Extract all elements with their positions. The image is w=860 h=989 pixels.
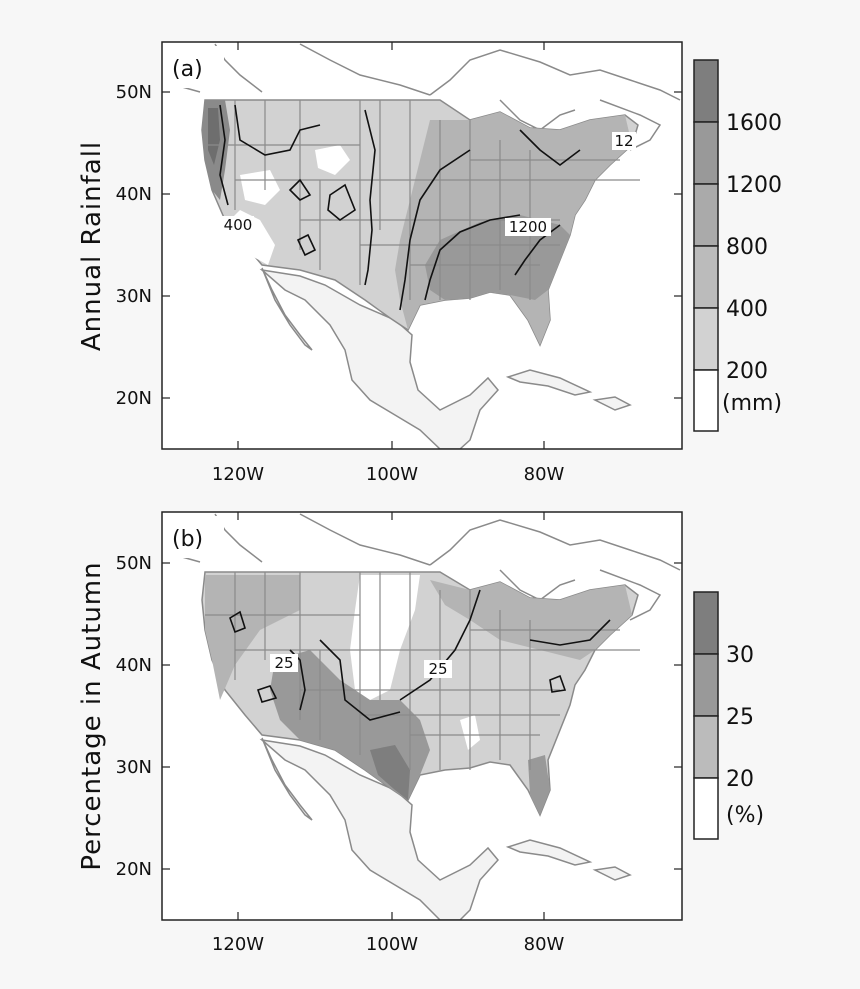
panel-a-lat-50n: 50N <box>116 82 152 103</box>
panel-b-baja <box>261 737 313 821</box>
panel-a-cb-1600: 1600 <box>726 111 782 136</box>
panel-a-dry-wyoming <box>315 145 350 175</box>
panel-b-lon-80w: 80W <box>524 934 565 955</box>
panel-a: Annual Rainfall <box>77 41 782 485</box>
panel-a-lon-100w: 100W <box>366 464 418 485</box>
panel-a-lon-80w: 80W <box>524 464 565 485</box>
panel-a-northwest-darker <box>208 108 220 165</box>
panel-b-map: 25 25 <box>174 513 681 920</box>
svg-text:1200: 1200 <box>509 218 547 236</box>
panel-a-cb-unit: (mm) <box>722 391 782 416</box>
svg-text:(a): (a) <box>172 57 203 82</box>
panel-b-cuba <box>505 839 593 866</box>
panel-a-lon-120w: 120W <box>212 464 264 485</box>
panel-b-lat-ticks <box>162 562 682 870</box>
panel-b-lat-30n: 30N <box>116 757 152 778</box>
svg-text:12: 12 <box>614 132 633 150</box>
panel-a-canada-coast <box>174 43 681 151</box>
panel-a-colorbar <box>693 59 719 432</box>
panel-b-lat-50n: 50N <box>116 553 152 574</box>
panel-b-canada-coast <box>174 513 681 621</box>
svg-text:(b): (b) <box>172 527 203 552</box>
panel-a-cb-800: 800 <box>726 235 768 260</box>
panel-b-lon-100w: 100W <box>366 934 418 955</box>
panel-b-texas-darker <box>370 745 410 800</box>
panel-a-frame <box>161 41 683 450</box>
panel-b-east-mid <box>430 580 632 660</box>
panel-b: Percentage in Autumn <box>77 511 764 955</box>
panel-b-contours <box>229 589 611 721</box>
panel-b-lon-120w: 120W <box>212 934 264 955</box>
panel-b-contour-label-25-west: 25 <box>270 654 298 672</box>
panel-b-tag: (b) <box>166 516 224 558</box>
svg-text:25: 25 <box>274 654 293 672</box>
panel-b-cb-20: 20 <box>726 767 754 792</box>
panel-a-cb-200: 200 <box>726 359 768 384</box>
panel-b-west-mid <box>205 575 300 700</box>
panel-a-ylabel: Annual Rainfall <box>77 141 107 351</box>
panel-a-baja <box>261 267 313 351</box>
panel-b-lon-ticks <box>237 512 545 920</box>
panel-b-lat-20n: 20N <box>116 859 152 880</box>
panel-b-hispaniola <box>592 866 632 881</box>
panel-a-lon-ticks <box>237 42 545 449</box>
panel-a-dry-greatbasin <box>240 170 280 205</box>
panel-b-state-lines <box>205 572 640 770</box>
svg-text:25: 25 <box>428 660 447 678</box>
panel-a-contour-label-12: 12 <box>612 132 636 150</box>
panel-a-southeast-dark <box>425 215 570 300</box>
panel-b-colorbar <box>693 591 719 840</box>
panel-a-lat-20n: 20N <box>116 388 152 409</box>
panel-a-contour-label-1200: 1200 <box>505 218 551 236</box>
panel-a-state-lines <box>205 100 640 300</box>
panel-a-cb-400: 400 <box>726 297 768 322</box>
panel-a-cb-1200: 1200 <box>726 173 782 198</box>
panel-a-lat-40n: 40N <box>116 184 152 205</box>
panel-b-frame <box>161 511 683 921</box>
panel-a-lat-30n: 30N <box>116 286 152 307</box>
panel-a-contour-label-400: 400 <box>222 216 254 234</box>
panel-b-cb-unit: (%) <box>726 803 764 828</box>
panel-b-cb-30: 30 <box>726 643 754 668</box>
panel-b-contour-label-25-east: 25 <box>424 660 452 678</box>
panel-a-hispaniola <box>592 396 632 411</box>
panel-b-florida-dark <box>528 755 550 815</box>
panel-b-ylabel: Percentage in Autumn <box>77 561 107 870</box>
panel-a-cuba <box>505 369 593 396</box>
panel-a-tag: (a) <box>166 46 224 88</box>
svg-text:400: 400 <box>224 216 253 234</box>
panel-a-lat-ticks <box>162 91 682 399</box>
panel-b-cb-25: 25 <box>726 705 754 730</box>
panel-b-plains-white <box>350 575 420 700</box>
panel-b-lat-40n: 40N <box>116 655 152 676</box>
panel-a-map: 400 1200 12 <box>174 43 681 449</box>
